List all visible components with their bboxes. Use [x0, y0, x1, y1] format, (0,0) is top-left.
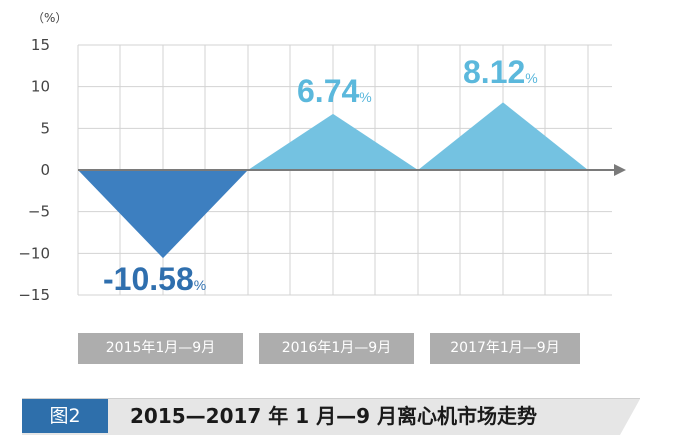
data-area	[78, 170, 248, 259]
y-tick-label: 5	[40, 119, 50, 137]
x-axis-arrow	[614, 164, 626, 176]
unit-label: （%）	[32, 11, 67, 25]
y-tick-label: 10	[31, 78, 50, 96]
data-label-unit: %	[525, 70, 537, 86]
y-tick-label: 15	[31, 36, 50, 54]
value-labels: -10.58% 6.74% 8.12%	[103, 54, 538, 297]
category-label: 2015年1月—9月	[78, 333, 243, 364]
y-tick-label: −10	[18, 244, 50, 262]
data-area	[248, 113, 418, 170]
category-label: 2016年1月—9月	[259, 333, 414, 364]
data-label: 6.74%	[297, 73, 372, 109]
caption-background	[22, 399, 640, 435]
data-label: -10.58%	[103, 261, 206, 297]
y-tick-label: 0	[40, 161, 50, 179]
data-area	[418, 102, 588, 170]
y-tick-label: −5	[28, 203, 50, 221]
data-areas	[78, 102, 588, 259]
caption-bar	[22, 398, 640, 435]
axes: 15 10 5 0 −10 −15 −5 （%）	[18, 11, 626, 304]
figure-number: 图2	[22, 399, 108, 433]
data-label-unit: %	[194, 277, 206, 293]
data-label-unit: %	[359, 89, 371, 105]
data-label: 8.12%	[463, 54, 538, 90]
y-tick-label: −15	[18, 286, 50, 304]
category-label: 2017年1月—9月	[430, 333, 580, 364]
figure-title: 2015—2017 年 1 月—9 月离心机市场走势	[130, 404, 538, 428]
